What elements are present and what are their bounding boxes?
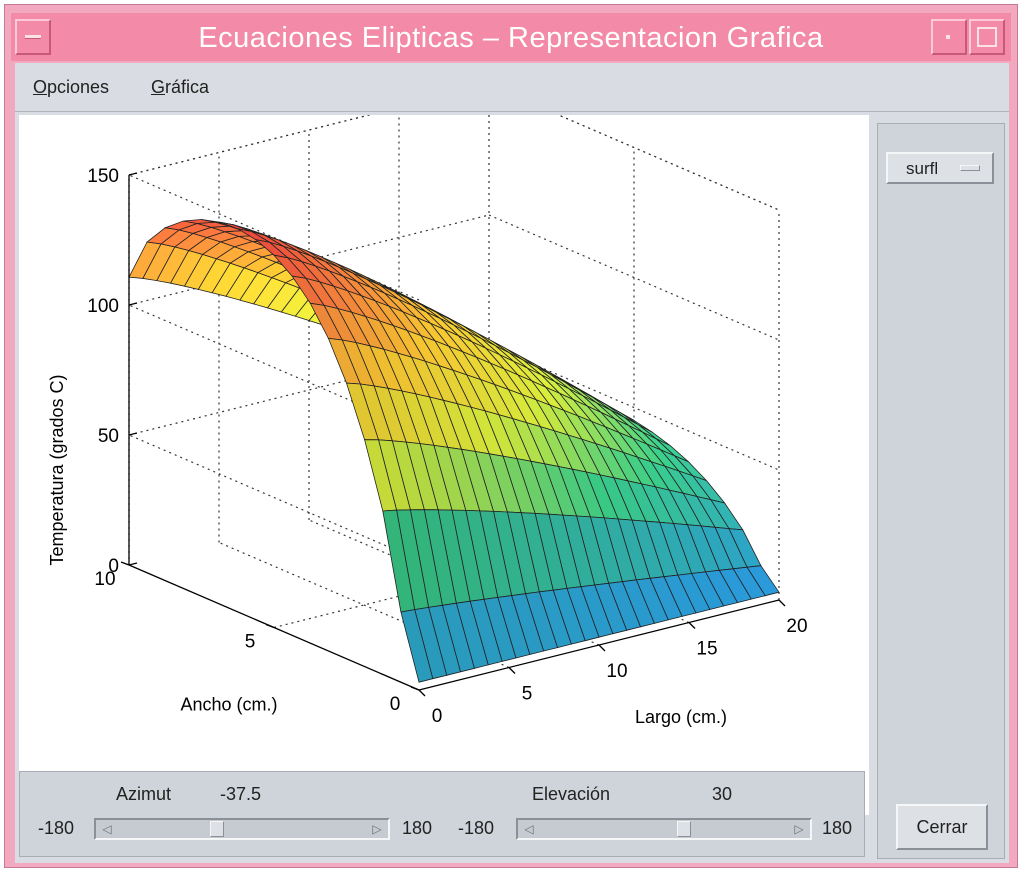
grid-line bbox=[128, 174, 420, 301]
slider-right-arrow-icon[interactable]: ▷ bbox=[794, 822, 804, 836]
x-tick bbox=[688, 622, 696, 629]
z-tick bbox=[128, 172, 138, 176]
window-title: Ecuaciones Elipticas – Representacion Gr… bbox=[198, 22, 824, 54]
view-controls-panel: Azimut -37.5 -180 ◁ ▷ 180 Elevación 30 -… bbox=[19, 771, 865, 857]
slider-left-arrow-icon[interactable]: ◁ bbox=[524, 822, 534, 836]
azimut-min-label: -180 bbox=[38, 818, 75, 838]
x-tick-label: 0 bbox=[432, 706, 443, 727]
x-tick-label: 5 bbox=[522, 684, 533, 705]
client-area: Opciones Gráfica 0 50 100 150 0 5 10 15 20 0 5 10 Te… bbox=[15, 63, 1009, 863]
z-axis-title: Temperatura (grados C) bbox=[47, 374, 67, 565]
grid-line bbox=[488, 344, 780, 471]
x-tick-label: 15 bbox=[696, 639, 717, 660]
x-tick bbox=[418, 689, 426, 697]
slider-right-arrow-icon[interactable]: ▷ bbox=[372, 822, 382, 836]
application-window: Ecuaciones Elipticas – Representacion Gr… bbox=[4, 4, 1018, 868]
grid-line bbox=[488, 84, 780, 211]
z-tick-label: 0 bbox=[108, 556, 119, 577]
elevacion-value: 30 bbox=[712, 784, 733, 804]
x-tick bbox=[778, 599, 786, 607]
azimut-slider[interactable]: ◁ ▷ bbox=[94, 818, 390, 840]
elevacion-label: Elevación bbox=[532, 784, 611, 804]
azimut-value: -37.5 bbox=[220, 784, 262, 804]
menu-label: Gráfica bbox=[151, 77, 210, 97]
plot-type-select[interactable]: surfl bbox=[886, 152, 994, 184]
axis-labels: 0 50 100 150 0 5 10 15 20 0 5 10 Temperatura (grados… bbox=[47, 166, 808, 727]
side-panel: surfl Cerrar bbox=[877, 123, 1005, 859]
minimize-icon bbox=[946, 35, 950, 39]
grid-line bbox=[218, 541, 510, 669]
y-tick bbox=[265, 623, 275, 629]
y-tick-label: 10 bbox=[94, 569, 115, 590]
y-tick-label: 0 bbox=[390, 694, 401, 715]
grid-line bbox=[128, 84, 490, 176]
surface-chart: 0 50 100 150 0 5 10 15 20 0 5 10 Temperatura (grados… bbox=[47, 84, 808, 727]
x-tick-label: 20 bbox=[786, 616, 807, 637]
grid-line bbox=[273, 536, 635, 629]
x-tick bbox=[598, 644, 606, 652]
y-axis-title: Ancho (cm.) bbox=[180, 695, 277, 715]
elevacion-slider[interactable]: ◁ ▷ bbox=[516, 818, 812, 840]
surface-patch bbox=[400, 609, 434, 683]
x-axis-title: Largo (cm.) bbox=[635, 707, 727, 727]
z-tick-label: 50 bbox=[98, 426, 119, 447]
y-tick bbox=[120, 561, 130, 566]
elevacion-slider-thumb[interactable] bbox=[676, 821, 691, 837]
y-tick-label: 5 bbox=[245, 632, 256, 653]
minimize-button[interactable] bbox=[931, 19, 967, 55]
close-button[interactable]: Cerrar bbox=[896, 804, 988, 850]
y-tick bbox=[410, 686, 420, 691]
z-tick bbox=[128, 302, 138, 306]
grid-line bbox=[488, 84, 780, 211]
title-bar[interactable]: Ecuaciones Elipticas – Representacion Gr… bbox=[11, 13, 1011, 61]
z-tick-label: 100 bbox=[87, 296, 119, 317]
menu-label: Opciones bbox=[33, 77, 110, 97]
maximize-button[interactable] bbox=[969, 19, 1005, 55]
grid-line bbox=[128, 344, 490, 436]
menu-opciones[interactable]: Opciones bbox=[33, 77, 109, 98]
z-tick bbox=[128, 432, 138, 436]
option-menu-indicator-icon bbox=[960, 165, 980, 171]
z-tick-label: 150 bbox=[87, 166, 119, 187]
azimut-slider-thumb[interactable] bbox=[210, 821, 225, 837]
window-menu-icon bbox=[25, 35, 41, 39]
surface-plot bbox=[128, 219, 780, 683]
window-menu-button[interactable] bbox=[15, 19, 51, 55]
menu-grafica[interactable]: Gráfica bbox=[151, 77, 209, 98]
azimut-max-label: 180 bbox=[402, 818, 433, 838]
x-tick bbox=[508, 667, 516, 674]
grid-line bbox=[128, 214, 490, 306]
elevacion-min-label: -180 bbox=[458, 818, 495, 838]
slider-left-arrow-icon[interactable]: ◁ bbox=[102, 822, 112, 836]
axes bbox=[120, 172, 786, 697]
grid-line bbox=[128, 434, 420, 561]
plot-area: 0 50 100 150 0 5 10 15 20 0 5 10 Temperatura (grados… bbox=[19, 84, 869, 815]
plot-type-value: surfl bbox=[906, 159, 939, 178]
grid-line bbox=[128, 304, 420, 431]
elevacion-max-label: 180 bbox=[822, 818, 853, 838]
z-tick bbox=[128, 562, 138, 566]
azimut-label: Azimut bbox=[116, 784, 172, 804]
x-tick-label: 10 bbox=[606, 661, 627, 682]
menu-bar: Opciones Gráfica bbox=[15, 63, 1009, 112]
maximize-icon bbox=[977, 27, 997, 47]
